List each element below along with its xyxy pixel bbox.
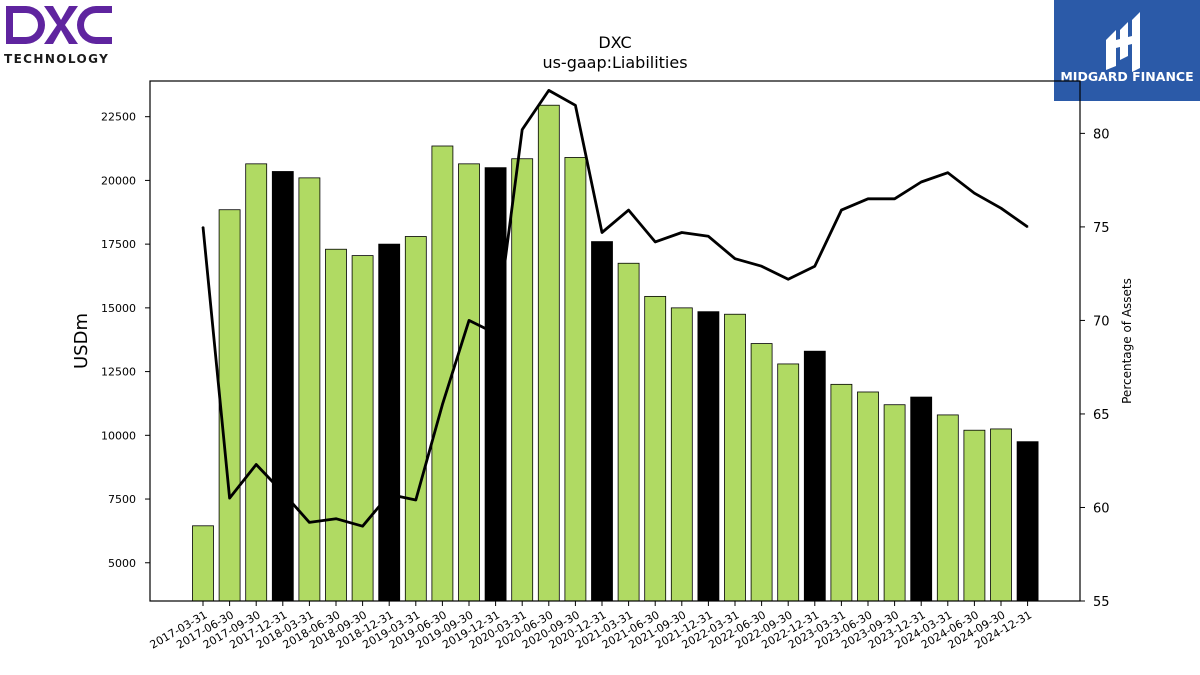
- line-point-2024-03-31: [947, 171, 949, 174]
- line-point-2024-06-30: [973, 192, 976, 195]
- y-tick-label-22500: 22500: [101, 111, 136, 124]
- line-point-2017-12-31: [282, 491, 284, 494]
- bar-2024-03-31: [936, 414, 959, 602]
- y-tick-label-15000: 15000: [101, 302, 136, 315]
- line-point-2020-03-31: [521, 128, 523, 131]
- dxc-logo-x: [44, 6, 78, 44]
- line-point-2022-12-31: [814, 265, 816, 267]
- bar-2018-12-31: [378, 243, 401, 602]
- line-point-2017-03-31: [202, 226, 204, 228]
- y-tick-label-5000: 5000: [108, 557, 136, 570]
- bar-2020-12-31: [591, 241, 613, 602]
- line-point-2022-03-31: [734, 257, 736, 260]
- bar-2019-03-31: [404, 236, 427, 602]
- bar-2017-12-31: [271, 171, 294, 602]
- line-point-2017-06-30: [228, 497, 231, 499]
- chart-subtitle: us-gaap:Liabilities: [542, 53, 687, 72]
- bar-2018-09-30: [351, 255, 374, 602]
- bar-2019-12-31: [484, 167, 507, 602]
- bar-2018-06-30: [325, 248, 347, 602]
- y2-tick-label-75: 75: [1093, 221, 1110, 236]
- bar-2020-03-31: [511, 158, 534, 602]
- y2-tick-label-70: 70: [1093, 314, 1110, 329]
- bar-2022-03-31: [724, 313, 746, 602]
- line-point-2020-09-30: [574, 104, 577, 107]
- dxc-logo-tagline: TECHNOLOGY: [4, 52, 109, 66]
- bar-2022-12-31: [803, 350, 826, 602]
- line-point-2019-09-30: [468, 319, 470, 322]
- line-point-2022-06-30: [760, 265, 763, 267]
- line-point-2020-12-31: [601, 231, 603, 234]
- bar-2021-09-30: [670, 307, 693, 602]
- chart-title: DXC: [598, 33, 631, 52]
- bar-series: [192, 104, 1039, 602]
- dxc-technology-logo: TECHNOLOGY: [4, 6, 112, 66]
- bar-2023-03-31: [830, 383, 853, 602]
- line-point-2018-09-30: [361, 525, 364, 527]
- midgard-emblem-icon: MIDGARD FINANCE: [1060, 12, 1194, 84]
- line-point-2019-03-31: [415, 499, 417, 501]
- y-tick-label-17500: 17500: [101, 238, 136, 251]
- y-tick-label-20000: 20000: [101, 174, 136, 187]
- bar-2021-06-30: [644, 295, 667, 602]
- y2-axis-label: Percentage of Assets: [1120, 278, 1134, 404]
- bar-2024-09-30: [990, 428, 1012, 602]
- line-point-2019-12-31: [494, 332, 497, 335]
- bar-2019-06-30: [431, 145, 454, 602]
- line-point-2021-12-31: [707, 235, 710, 238]
- midgard-logo-text: MIDGARD FINANCE: [1060, 69, 1193, 84]
- line-point-2021-03-31: [627, 209, 630, 211]
- line-point-2023-09-30: [893, 198, 896, 200]
- bar-2022-09-30: [777, 363, 800, 602]
- bar-2022-06-30: [750, 343, 773, 602]
- y-tick-label-10000: 10000: [101, 429, 136, 442]
- line-point-2018-12-31: [388, 493, 391, 496]
- y-tick-label-7500: 7500: [108, 493, 136, 506]
- bar-2017-03-31: [192, 525, 214, 602]
- line-point-2023-12-31: [920, 181, 922, 183]
- line-point-2017-09-30: [255, 463, 257, 466]
- bar-2024-12-31: [1016, 441, 1039, 602]
- y2-tick-label-80: 80: [1093, 127, 1110, 142]
- dxc-logo-c: [77, 6, 112, 44]
- line-point-2021-09-30: [681, 231, 683, 234]
- bar-2023-06-30: [857, 391, 879, 602]
- line-point-2018-03-31: [308, 521, 311, 524]
- line-point-2020-06-30: [548, 89, 550, 92]
- midgard-finance-logo: MIDGARD FINANCE: [1054, 0, 1200, 101]
- bar-2017-09-30: [245, 163, 268, 602]
- bar-2024-06-30: [963, 429, 986, 602]
- bar-2020-06-30: [537, 104, 560, 602]
- line-point-2018-06-30: [335, 517, 337, 520]
- line-point-2024-12-31: [1026, 226, 1029, 228]
- bar-2017-06-30: [218, 209, 241, 602]
- bar-2019-09-30: [458, 163, 480, 602]
- line-series: [201, 89, 1029, 528]
- plot-frame: [149, 80, 1081, 602]
- bar-2021-12-31: [697, 311, 720, 602]
- bar-2018-03-31: [298, 177, 321, 602]
- y2-tick-label-60: 60: [1093, 501, 1110, 516]
- line-point-2024-09-30: [1000, 207, 1002, 209]
- percentage-of-assets-line: [201, 89, 1029, 528]
- y-tick-label-12500: 12500: [101, 366, 136, 379]
- bar-2023-12-31: [910, 396, 933, 602]
- bar-2020-09-30: [564, 157, 587, 602]
- bar-2021-03-31: [617, 262, 640, 602]
- y-axis-label: USDm: [71, 313, 92, 369]
- y2-tick-label-65: 65: [1093, 408, 1110, 423]
- line-point-2019-06-30: [441, 403, 444, 406]
- line-point-2023-06-30: [867, 198, 869, 200]
- line-point-2023-03-31: [840, 209, 843, 211]
- line-point-2022-09-30: [787, 278, 789, 281]
- line-point-2021-06-30: [654, 241, 656, 243]
- y2-tick-label-55: 55: [1093, 595, 1110, 610]
- bar-2023-09-30: [883, 404, 906, 602]
- dxc-logo-d: [6, 6, 45, 44]
